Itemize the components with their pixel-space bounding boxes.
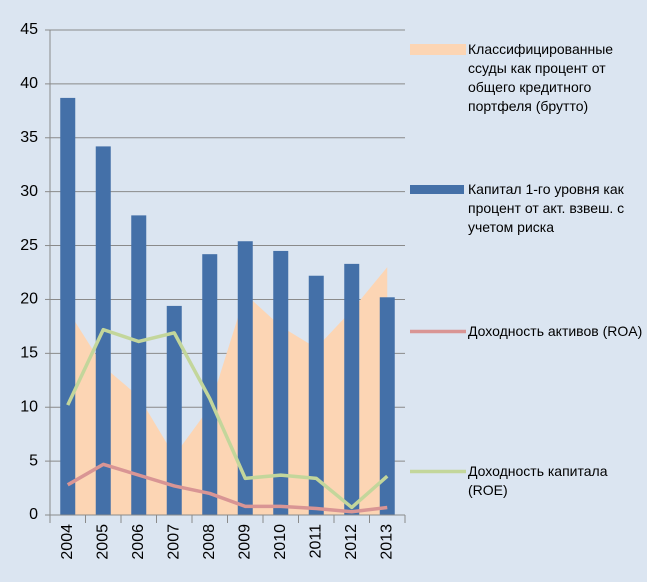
- bar: [237, 241, 253, 515]
- legend-swatch: [410, 185, 464, 194]
- x-tick-label: 2010: [272, 524, 289, 560]
- line: [66, 462, 388, 514]
- legend-label: Доходность активов (ROA): [468, 323, 643, 339]
- legend-swatch: [410, 44, 466, 55]
- y-tick-label: 0: [29, 506, 38, 523]
- x-tick-label: 2007: [165, 524, 182, 560]
- legend-label: Классифицированные ссуды как процент от …: [468, 41, 614, 114]
- x-tick-label: 2008: [201, 524, 218, 560]
- bar: [379, 297, 395, 515]
- legend-label: Капитал 1-го уровня как процент от акт. …: [468, 181, 625, 235]
- bar: [60, 97, 76, 516]
- y-tick-label: 20: [20, 291, 38, 308]
- area: [67, 267, 388, 515]
- x-tick-label: 2013: [378, 524, 395, 560]
- y-tick-label: 10: [20, 398, 38, 415]
- y-tick-label: 35: [20, 129, 38, 146]
- line: [66, 327, 389, 510]
- y-tick-label: 5: [29, 452, 38, 469]
- bar: [308, 275, 324, 515]
- x-tick-label: 2005: [94, 524, 111, 560]
- y-tick-label: 45: [20, 21, 38, 38]
- bar: [166, 305, 182, 515]
- x-tick-label: 2012: [343, 524, 360, 560]
- x-tick-label: 2011: [307, 524, 324, 559]
- legend-label: Доходность капитала (ROE): [468, 463, 608, 498]
- bar: [344, 263, 360, 515]
- bar: [131, 215, 147, 515]
- x-tick-label: 2009: [236, 524, 253, 560]
- bar: [202, 254, 218, 515]
- y-tick-label: 30: [20, 183, 38, 200]
- bar: [273, 250, 289, 515]
- y-tick-label: 25: [20, 237, 38, 254]
- x-tick-label: 2004: [59, 524, 76, 560]
- x-tick-label: 2006: [130, 524, 147, 560]
- y-tick-label: 40: [20, 75, 38, 92]
- y-tick-label: 15: [20, 345, 38, 362]
